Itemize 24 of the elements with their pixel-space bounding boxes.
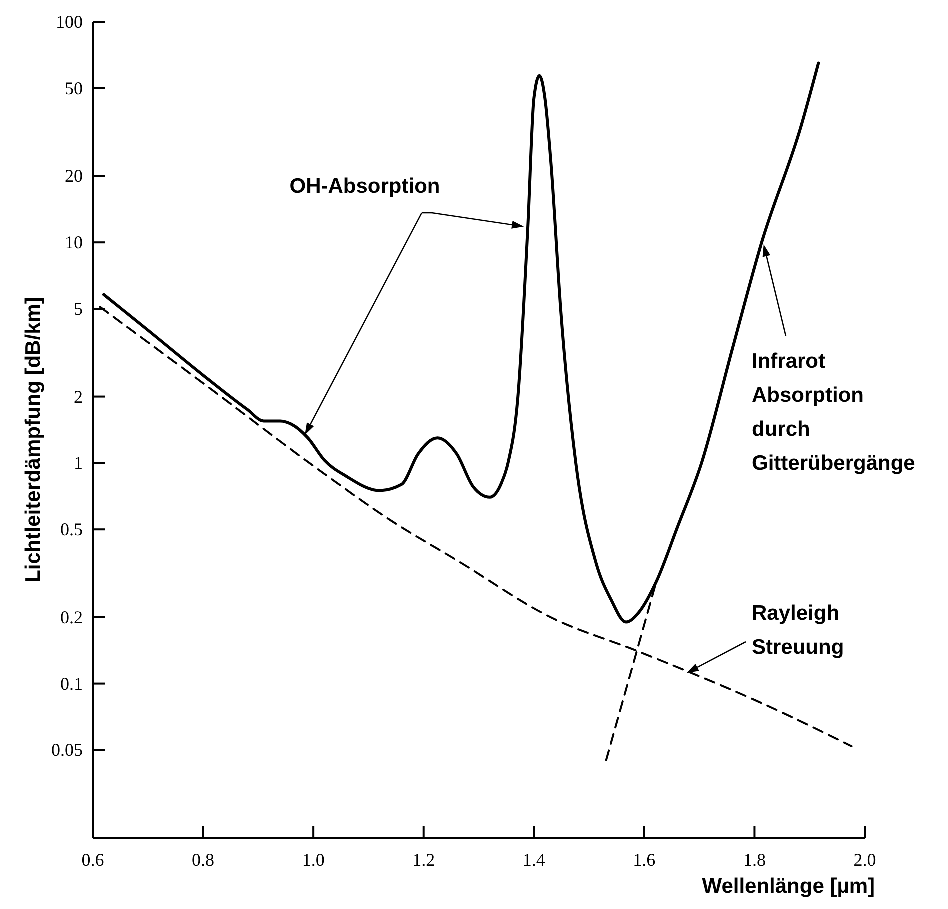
x-tick-label: 1.8 [743,850,766,870]
y-axis-title: Lichtleiterdämpfung [dB/km] [22,297,45,583]
y-tick-label: 10 [65,232,83,253]
x-tick-label: 1.4 [522,850,546,870]
y-tick-label: 1 [74,453,83,474]
x-tick-label: 1.2 [412,850,436,870]
y-tick-label: 0.2 [60,607,83,628]
x-tick-label: 1.0 [302,850,325,870]
annotation: OH-Absorption [290,175,440,198]
x-axis-title: Wellenlänge [µm] [702,875,875,898]
annotation: Infrarot Absorption durch Gitterübergänge [752,350,916,475]
y-tick-label: 0.05 [52,740,83,760]
y-tick-label: 0.1 [60,674,83,694]
x-tick-label: 2.0 [854,850,876,870]
y-tick-label: 20 [65,166,83,186]
annotation: Rayleigh Streuung [752,602,844,659]
x-tick-label: 0.8 [192,850,215,870]
y-tick-label: 100 [56,12,83,32]
y-tick-label: 50 [65,78,83,98]
x-tick-label: 0.6 [82,850,104,870]
y-tick-label: 5 [74,299,83,320]
x-tick-label: 1.6 [633,850,656,870]
y-tick-label: 0.5 [60,520,83,540]
y-tick-label: 2 [74,386,83,407]
